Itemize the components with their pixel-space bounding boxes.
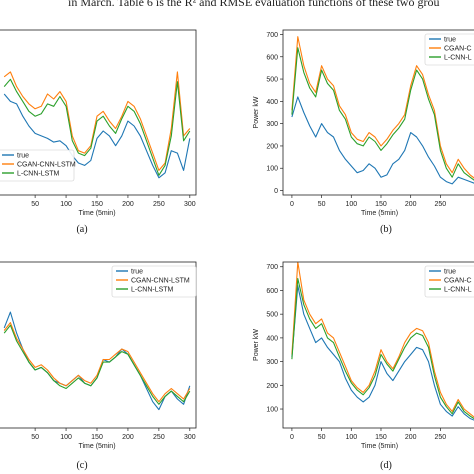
x-tick-label: 250: [435, 434, 447, 441]
x-tick-label: 250: [153, 434, 165, 441]
panel-label: (b): [380, 224, 392, 235]
y-axis-title: Power kW: [253, 96, 260, 128]
y-tick-label: 600: [266, 54, 278, 61]
x-tick-label: 100: [345, 201, 357, 208]
series-line-true: [291, 96, 474, 185]
x-tick-label: 100: [345, 434, 357, 441]
series-line-true: [291, 285, 474, 421]
x-tick-label: 200: [122, 434, 134, 441]
plot-frame: [282, 261, 474, 429]
panel-label: (a): [76, 224, 87, 235]
legend-label: L-CNN-LSTM: [17, 171, 60, 178]
x-tick-label: 150: [91, 434, 103, 441]
series-line-cgan-cnn-lstm: [3, 71, 191, 171]
chart-panel-4: 0 50 100 150 200 250 100 200 300 400 500 600 700 Time…: [253, 261, 474, 471]
x-tick-label: 100: [60, 201, 72, 208]
y-tick-label: 500: [266, 77, 278, 84]
x-tick-label: 50: [318, 434, 326, 441]
y-tick-label: 100: [266, 407, 278, 414]
series-line-l-cnn-lstm: [291, 278, 474, 420]
legend: true CGAN-C L-CNN-L: [424, 265, 474, 298]
y-tick-label: 200: [266, 383, 278, 390]
y-tick-label: 400: [266, 335, 278, 342]
y-tick-label: 300: [266, 121, 278, 128]
series-line-cgan-cnn-lstm: [291, 36, 474, 179]
y-tick-label: 400: [266, 99, 278, 106]
caption-text-line: in March. Table 6 is the R² and RMSE eva…: [0, 0, 474, 14]
series-line-l-cnn-lstm: [291, 47, 474, 181]
x-tick-label: 0: [290, 434, 294, 441]
legend-label: L-CNN-L: [444, 55, 472, 62]
x-tick-label: 150: [375, 201, 387, 208]
y-tick-label: 600: [266, 288, 278, 295]
panel-label: (c): [76, 460, 87, 471]
legend-label: true: [131, 269, 143, 276]
plot-frame: [282, 29, 474, 196]
chart-panel-1: 50 100 150 200 250 300 Time (5min) true CGAN-CNN…: [0, 29, 197, 235]
legend-label: true: [444, 37, 456, 44]
legend-label: CGAN-C: [444, 46, 472, 53]
series-line-true: [3, 311, 191, 411]
series-line-l-cnn-lstm: [3, 324, 191, 405]
legend-label: L-CNN-L: [444, 287, 472, 294]
y-tick-label: 100: [266, 166, 278, 173]
x-tick-label: 250: [435, 201, 447, 208]
x-tick-label: 250: [153, 201, 165, 208]
x-tick-label: 200: [405, 201, 417, 208]
series-line-cgan-cnn-lstm: [3, 322, 191, 403]
x-axis-title: Time (5min): [78, 443, 115, 450]
x-tick-label: 0: [290, 201, 294, 208]
series-line-cgan-cnn-lstm: [291, 262, 474, 418]
legend-label: true: [17, 153, 29, 160]
legend: true CGAN-C L-CNN-L: [424, 33, 474, 66]
y-tick-label: 500: [266, 312, 278, 319]
x-tick-label: 300: [184, 201, 196, 208]
legend-label: CGAN-CNN-LSTM: [17, 162, 76, 169]
y-tick-label: 300: [266, 359, 278, 366]
chart-panel-2: 0 50 100 150 200 250 0 100 200 300 400 500 600 700 Tim…: [253, 29, 474, 235]
legend-label: CGAN-CNN-LSTM: [131, 278, 190, 285]
x-tick-label: 300: [184, 434, 196, 441]
x-tick-label: 50: [31, 434, 39, 441]
x-axis-title: Time (5min): [361, 210, 398, 217]
legend-box: [0, 149, 75, 182]
y-tick-label: 0: [274, 188, 278, 195]
series-line-true: [3, 93, 191, 179]
y-tick-label: 700: [266, 264, 278, 271]
x-tick-label: 200: [122, 201, 134, 208]
x-tick-label: 200: [405, 434, 417, 441]
legend-label: CGAN-C: [444, 278, 472, 285]
x-tick-label: 50: [31, 201, 39, 208]
y-tick-label: 200: [266, 143, 278, 150]
legend: true CGAN-CNN-LSTM L-CNN-LSTM: [111, 265, 197, 298]
y-axis-title: Power kW: [253, 329, 260, 361]
x-axis-title: Time (5min): [361, 443, 398, 450]
x-tick-label: 150: [91, 201, 103, 208]
legend: true CGAN-CNN-LSTM L-CNN-LSTM: [0, 149, 76, 182]
legend-box: [111, 265, 197, 298]
caption-text: in March. Table 6 is the R² and RMSE eva…: [68, 0, 440, 9]
series-line-l-cnn-lstm: [3, 78, 191, 176]
legend-label: true: [444, 269, 456, 276]
x-tick-label: 150: [375, 434, 387, 441]
x-tick-label: 100: [60, 434, 72, 441]
y-tick-label: 700: [266, 32, 278, 39]
x-tick-label: 50: [318, 201, 326, 208]
panel-label: (d): [380, 460, 392, 471]
chart-panel-3: 50 100 150 200 250 300 Time (5min) true CGAN-CNN…: [0, 261, 197, 471]
x-axis-title: Time (5min): [78, 210, 115, 217]
legend-label: L-CNN-LSTM: [131, 287, 174, 294]
